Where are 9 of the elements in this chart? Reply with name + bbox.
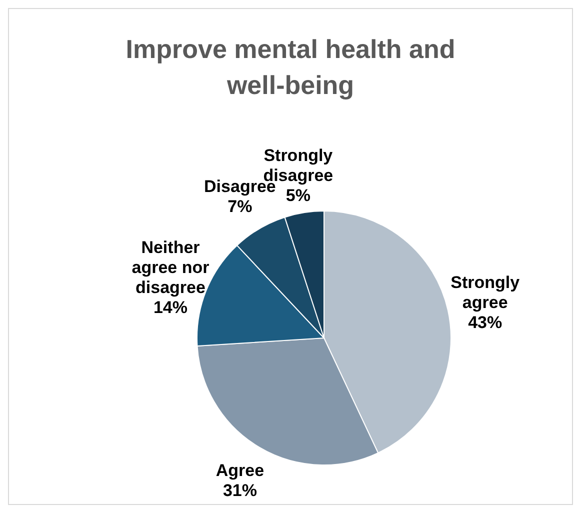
chart-title: Improve mental health and well-being [126, 34, 456, 100]
data-label: 14% [153, 298, 188, 318]
slice-label: Strongly agree [450, 272, 520, 312]
slice-label: Neither agree nor disagree [132, 238, 210, 298]
data-label: 43% [468, 312, 502, 332]
data-label: 31% [222, 481, 257, 500]
data-label: 7% [228, 196, 252, 216]
data-label: 5% [286, 186, 310, 205]
slice-label: Agree [216, 461, 264, 480]
